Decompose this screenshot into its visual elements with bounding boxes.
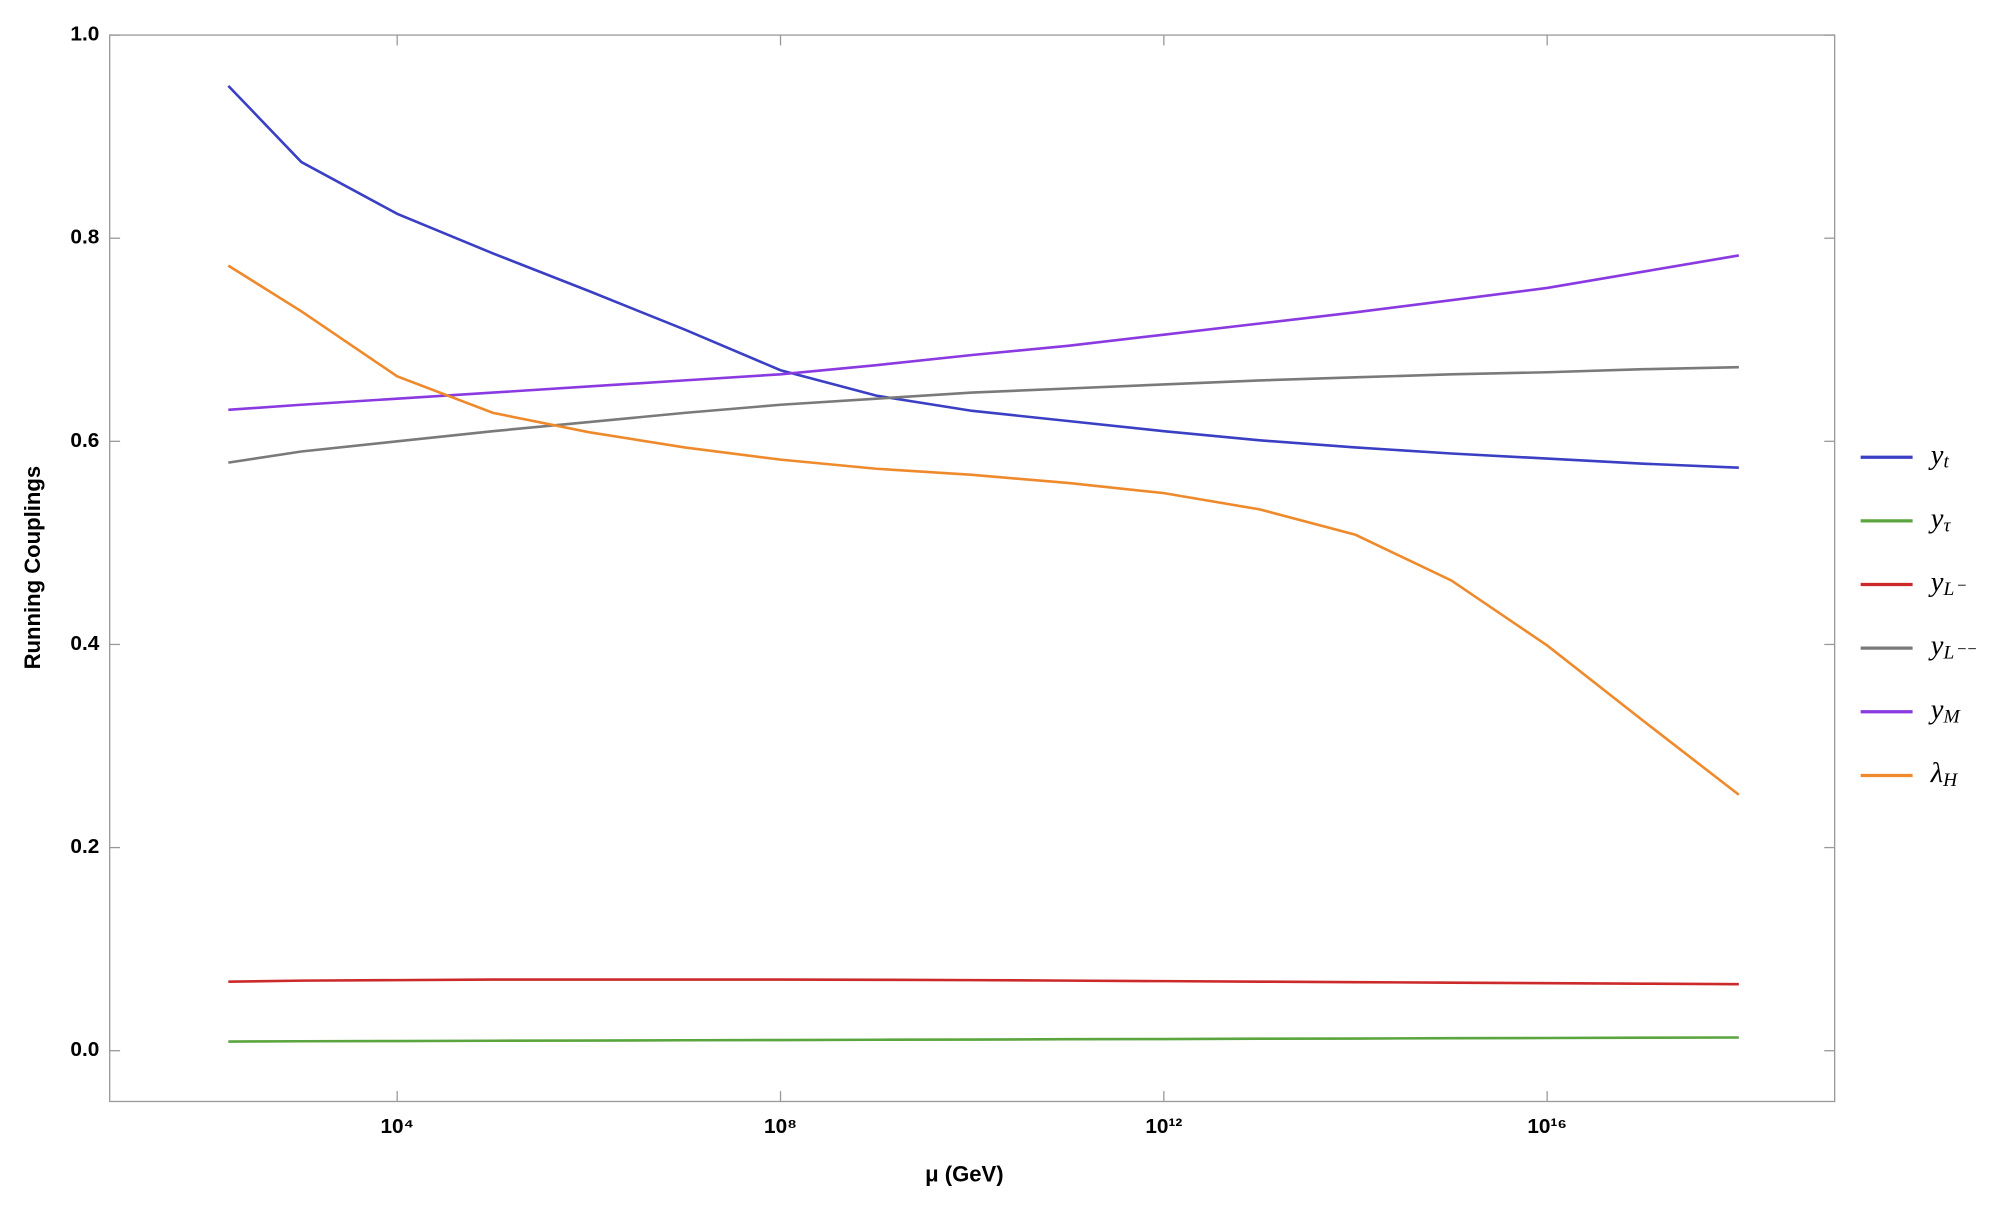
plot-frame (109, 34, 1836, 1103)
y-axis-label: Running Couplings (20, 466, 45, 670)
x-tick-label: 10⁴ (380, 1115, 413, 1138)
legend-label: yτ (1928, 503, 1952, 536)
x-tick-label: 10⁸ (764, 1115, 797, 1138)
line-series (227, 84, 1739, 470)
line-series (227, 264, 1740, 796)
line-series (228, 978, 1739, 986)
legend-label: yt (1928, 440, 1950, 473)
legend-label: yL⁻⁻ (1928, 631, 1977, 664)
line-series (228, 254, 1740, 412)
legend-label: yM (1928, 694, 1962, 727)
y-tick-label: 0.0 (70, 1038, 99, 1061)
y-tick-label: 1.0 (70, 23, 99, 46)
y-tick-label: 0.8 (70, 226, 99, 249)
x-tick-label: 10¹² (1145, 1115, 1182, 1138)
y-tick-label: 0.4 (70, 632, 99, 655)
line-series (228, 365, 1739, 464)
y-tick-label: 0.6 (70, 429, 99, 452)
x-tick-label: 10¹⁶ (1527, 1115, 1567, 1138)
line-series (228, 1036, 1739, 1043)
x-axis-label: μ (GeV) (925, 1161, 1004, 1186)
y-tick-label: 0.2 (70, 835, 99, 858)
legend-label: yL⁻ (1928, 567, 1967, 600)
legend-label: λH (1930, 758, 1958, 791)
